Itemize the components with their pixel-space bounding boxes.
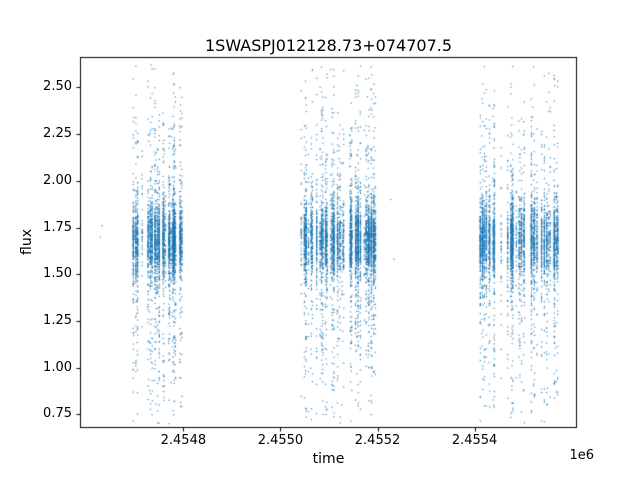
- y-tick-label: 1.25: [43, 312, 72, 328]
- y-tick-label: 2.25: [43, 126, 72, 142]
- x-tick-label: 2.4550: [257, 433, 304, 448]
- y-tick-label: 1.00: [43, 359, 72, 375]
- y-tick-label: 2.00: [43, 172, 72, 188]
- y-tick-label: 1.75: [43, 219, 72, 235]
- x-tick-label: 2.4548: [160, 433, 207, 448]
- y-tick-label: 1.50: [43, 266, 72, 282]
- y-tick-label: 0.75: [43, 406, 72, 422]
- x-axis-label: time: [312, 451, 345, 467]
- x-tick-label: 2.4552: [354, 433, 401, 448]
- y-tick-label: 2.50: [43, 79, 72, 95]
- x-tick-label: 2.4554: [451, 433, 498, 448]
- chart-title: 1SWASPJ012128.73+074707.5: [204, 36, 453, 55]
- x-axis-offset-label: 1e6: [569, 448, 594, 463]
